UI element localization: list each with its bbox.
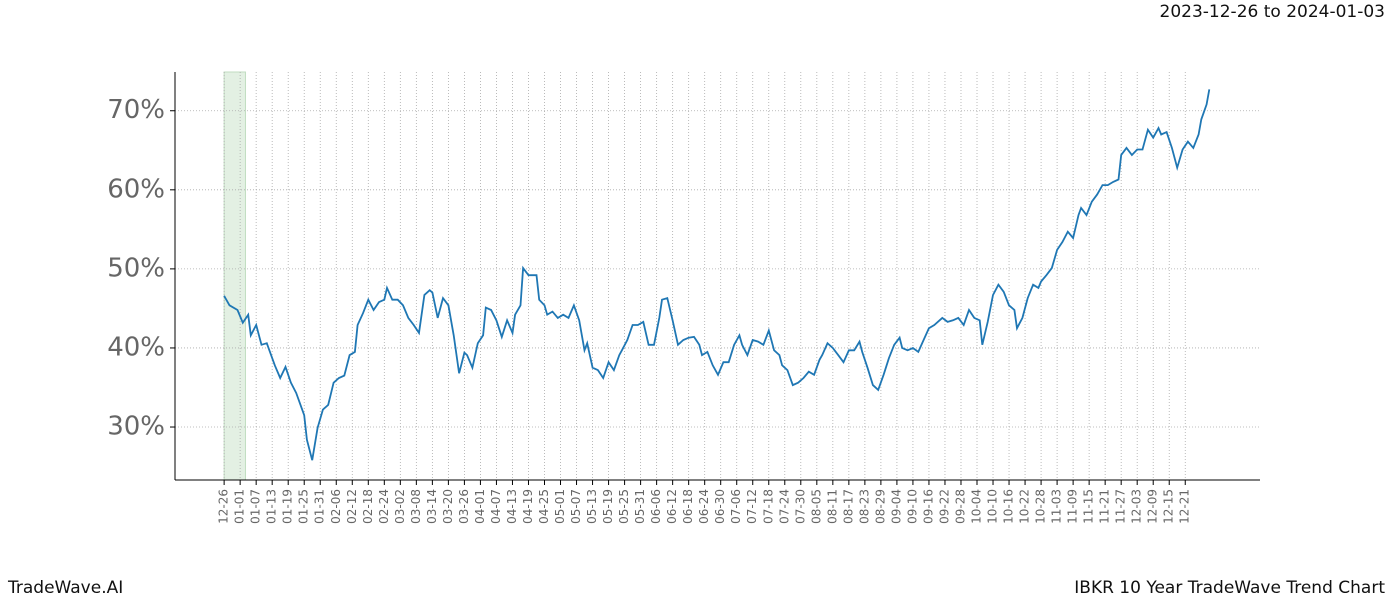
x-tick-label: 02-24 [377,489,391,524]
x-tick-label: 10-22 [1018,489,1032,524]
x-tick-label: 11-15 [1082,489,1096,524]
x-tick-label: 05-25 [617,489,631,524]
x-tick-label: 02-18 [361,489,375,524]
highlight-span [223,71,246,481]
x-tick-label: 03-08 [409,489,423,524]
x-tick-label: 12-03 [1130,489,1144,524]
x-tick-label: 09-04 [889,489,903,524]
x-tick-label: 07-06 [729,489,743,524]
x-tick-label: 02-06 [329,489,343,524]
x-tick-label: 09-28 [953,489,967,524]
x-tick-label: 03-14 [425,489,439,524]
x-tick-label: 01-01 [233,489,247,524]
x-tick-label: 10-04 [970,489,984,524]
y-tick-label: 40% [107,332,165,362]
x-tick-label: 11-27 [1114,489,1128,524]
x-tick-label: 01-31 [313,489,327,524]
x-tick-label: 04-01 [473,489,487,524]
x-tick-label: 10-28 [1034,489,1048,524]
x-tick-label: 08-29 [873,489,887,524]
x-tick-label: 12-21 [1178,489,1192,524]
x-tick-label: 08-23 [857,489,871,524]
x-tick-label: 06-30 [713,489,727,524]
x-tick-label: 11-21 [1098,489,1112,524]
y-tick-label: 60% [107,174,165,204]
brand: TradeWave.AI [7,578,123,598]
x-tick-label: 04-25 [537,489,551,524]
x-tick-label: 06-18 [681,489,695,524]
x-tick-label: 08-05 [809,489,823,524]
x-tick-label: 04-07 [489,489,503,524]
x-tick-label: 05-19 [601,489,615,524]
x-tick-label: 03-26 [457,489,471,524]
x-tick-label: 07-30 [793,489,807,524]
x-tick-label: 12-26 [217,489,231,524]
x-tick-label: 07-24 [777,489,791,524]
trend-line [223,89,1211,461]
x-tick-label: 12-09 [1146,489,1160,524]
x-tick-label: 03-02 [393,489,407,524]
x-tick-label: 10-16 [1002,489,1016,524]
x-tick-label: 01-25 [297,489,311,524]
x-tick-label: 03-20 [441,489,455,524]
x-tick-label: 05-01 [553,489,567,524]
x-tick-label: 04-13 [505,489,519,524]
x-tick-label: 06-06 [649,489,663,524]
x-tick-label: 05-07 [569,489,583,524]
x-tick-label: 09-16 [921,489,935,524]
x-tick-label: 04-19 [521,489,535,524]
x-tick-label: 12-15 [1162,489,1176,524]
x-tick-label: 05-31 [633,489,647,524]
x-tick-label: 07-12 [745,489,759,524]
y-tick-label: 30% [107,412,165,442]
x-tick-label: 08-17 [841,489,855,524]
x-tick-label: 06-24 [697,489,711,524]
x-tick-label: 01-13 [265,489,279,524]
caption: IBKR 10 Year TradeWave Trend Chart [1074,578,1385,598]
x-tick-label: 02-12 [345,489,359,524]
x-tick-label: 07-18 [761,489,775,524]
x-tick-label: 05-13 [585,489,599,524]
x-tick-label: 11-09 [1066,489,1080,524]
chart-title: 2023-12-26 to 2024-01-03 [1160,2,1385,22]
x-tick-label: 09-22 [937,489,951,524]
x-tick-label: 10-10 [986,489,1000,524]
x-tick-label: 08-11 [825,489,839,524]
x-tick-label: 09-10 [905,489,919,524]
y-tick-label: 50% [107,253,165,283]
x-tick-label: 06-12 [665,489,679,524]
x-tick-label: 11-03 [1050,489,1064,524]
x-tick-label: 01-07 [249,489,263,524]
x-tick-label: 01-19 [281,489,295,524]
y-tick-label: 70% [107,95,165,125]
